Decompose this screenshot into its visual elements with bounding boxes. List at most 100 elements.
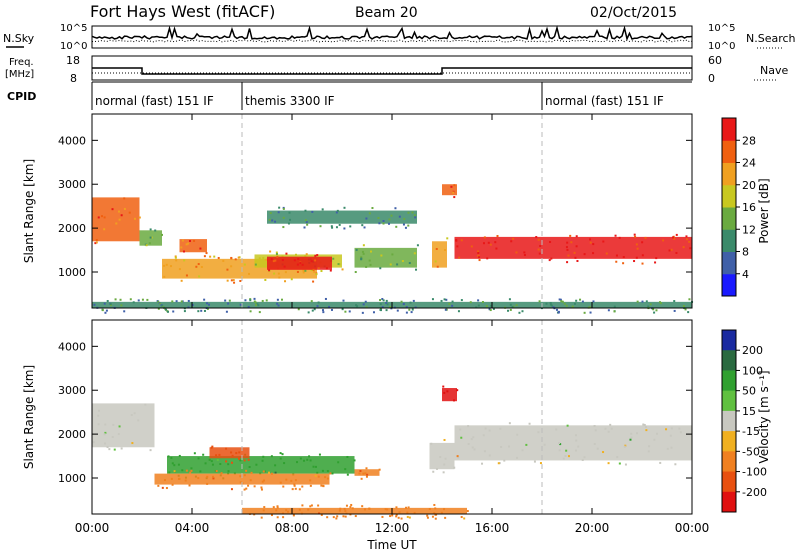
power-speckle [197, 263, 200, 266]
vel-speckle [434, 507, 437, 510]
vel-speckle [433, 503, 436, 506]
vel-speckle [260, 516, 263, 519]
power-speckle [233, 281, 236, 284]
power-speckle [507, 309, 510, 312]
vel-speckle [361, 505, 364, 508]
vel-speckle [555, 428, 558, 431]
power-speckle [670, 248, 673, 251]
velocity-colorbar-frame [721, 329, 737, 513]
power-speckle [97, 216, 100, 219]
power-speckle [641, 254, 644, 257]
power-speckle [317, 267, 320, 270]
power-speckle [281, 259, 284, 262]
power-speckle [475, 306, 478, 309]
vel-speckle [359, 469, 362, 472]
power-speckle [561, 300, 564, 303]
power-speckle [416, 244, 419, 247]
vel-speckle [395, 506, 398, 509]
velocity-colorbar-tick-label: -100 [742, 466, 767, 479]
vel-speckle [279, 457, 282, 460]
power-speckle [565, 246, 568, 249]
vel-speckle [430, 442, 433, 445]
vel-speckle [294, 479, 297, 482]
vel-speckle [508, 422, 511, 425]
power-speckle [302, 269, 305, 272]
power-speckle [496, 235, 499, 238]
power-speckle [396, 309, 399, 312]
vel-speckle [190, 467, 193, 470]
power-speckle [206, 307, 209, 310]
vel-speckle [433, 512, 436, 515]
vel-speckle [204, 462, 207, 465]
power-speckle [385, 309, 388, 312]
power-speckle [275, 251, 278, 254]
vel-speckle [308, 455, 311, 458]
power-speckle [689, 247, 692, 250]
vel-speckle [161, 486, 164, 489]
power-speckle [440, 299, 443, 302]
power-feature-6 [354, 247, 417, 268]
vel-speckle [609, 423, 612, 426]
power-colorbar-tick-label: 24 [742, 157, 756, 170]
vel-speckle [267, 471, 270, 474]
power-speckle [304, 209, 307, 212]
power-speckle [388, 222, 391, 225]
power-speckle [199, 247, 202, 250]
vel-speckle [163, 479, 166, 482]
power-speckle [322, 311, 325, 314]
power-speckle [518, 311, 521, 314]
power-speckle [362, 303, 365, 306]
power-speckle [434, 260, 437, 263]
power-speckle [149, 228, 152, 231]
power-speckle [264, 278, 267, 281]
vel-speckle [566, 424, 569, 427]
range-tick-label: 2000 [58, 222, 86, 235]
vel-speckle [170, 456, 173, 459]
vel-speckle [322, 485, 325, 488]
vel-speckle [274, 471, 277, 474]
vel-speckle [350, 503, 353, 506]
power-speckle [456, 245, 459, 248]
power-speckle [315, 273, 318, 276]
vel-speckle [245, 487, 248, 490]
power-speckle [157, 300, 160, 303]
vel-speckle [362, 472, 365, 475]
power-speckle [165, 263, 168, 266]
vel-speckle [113, 448, 116, 451]
power-speckle [535, 236, 538, 239]
velocity-colorbar-tick-label: -50 [742, 445, 760, 458]
power-speckle [137, 299, 140, 302]
nave-tick-0: 60 [708, 54, 722, 67]
power-speckle [641, 300, 644, 303]
power-speckle [431, 298, 434, 301]
vel-speckle [197, 457, 200, 460]
power-speckle [435, 247, 438, 250]
power-speckle [668, 249, 671, 252]
range-tick-label: 1000 [58, 266, 86, 279]
vel-speckle [320, 484, 323, 487]
power-speckle [312, 268, 315, 271]
power-speckle [171, 300, 174, 303]
vel-speckle [131, 442, 134, 445]
vel-speckle [636, 432, 639, 435]
power-colorbar-tick-label: 4 [742, 268, 749, 281]
power-speckle [380, 254, 383, 257]
power-speckle [356, 305, 359, 308]
power-speckle [316, 254, 319, 257]
power-speckle [365, 217, 368, 220]
vel-speckle [276, 516, 279, 519]
vel-speckle [381, 515, 384, 518]
power-speckle [512, 305, 515, 308]
power-speckle [273, 272, 276, 275]
power-speckle [477, 250, 480, 253]
power-speckle [277, 272, 280, 275]
power-speckle [576, 259, 579, 262]
power-colorbar-swatch [722, 140, 736, 163]
vel-speckle [117, 433, 120, 436]
vel-speckle [243, 459, 246, 462]
vel-speckle [285, 509, 288, 512]
power-speckle [401, 260, 404, 263]
power-speckle [407, 224, 410, 227]
power-speckle [274, 259, 277, 262]
power-speckle [453, 196, 456, 199]
